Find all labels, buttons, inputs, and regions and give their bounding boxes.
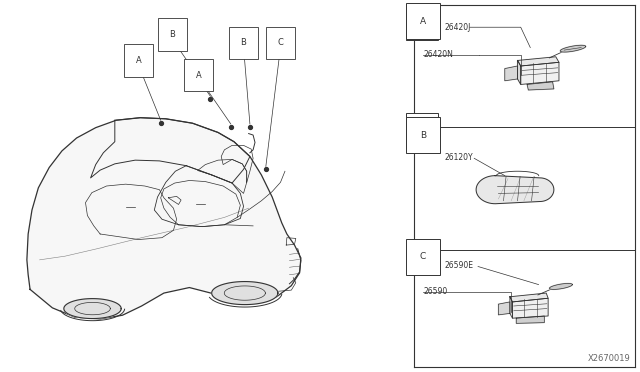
Polygon shape <box>549 283 572 289</box>
Text: C: C <box>278 38 284 47</box>
Text: 26590: 26590 <box>423 288 447 296</box>
Text: 26590E: 26590E <box>444 261 473 270</box>
Text: A: A <box>196 71 202 80</box>
Text: B: B <box>419 126 425 135</box>
Polygon shape <box>518 61 521 84</box>
Polygon shape <box>212 282 278 305</box>
Polygon shape <box>27 118 301 319</box>
Polygon shape <box>476 176 554 204</box>
Text: B: B <box>241 38 246 47</box>
Text: B: B <box>169 30 175 39</box>
Polygon shape <box>521 62 559 84</box>
Polygon shape <box>513 298 548 318</box>
Text: A: A <box>420 17 426 26</box>
Text: 26420J: 26420J <box>444 23 470 32</box>
Polygon shape <box>516 316 544 323</box>
Text: 26120Y: 26120Y <box>444 153 473 162</box>
Polygon shape <box>499 302 510 315</box>
Polygon shape <box>505 66 518 81</box>
Text: X2670019: X2670019 <box>588 354 631 363</box>
Text: 26420N: 26420N <box>423 51 453 60</box>
Text: C: C <box>420 252 426 262</box>
Polygon shape <box>560 45 586 52</box>
Polygon shape <box>510 297 513 318</box>
Polygon shape <box>64 299 121 318</box>
Text: A: A <box>136 56 141 65</box>
Text: B: B <box>420 131 426 140</box>
Polygon shape <box>510 293 548 302</box>
Polygon shape <box>518 57 559 66</box>
Polygon shape <box>527 82 554 90</box>
Text: A: A <box>419 17 425 26</box>
